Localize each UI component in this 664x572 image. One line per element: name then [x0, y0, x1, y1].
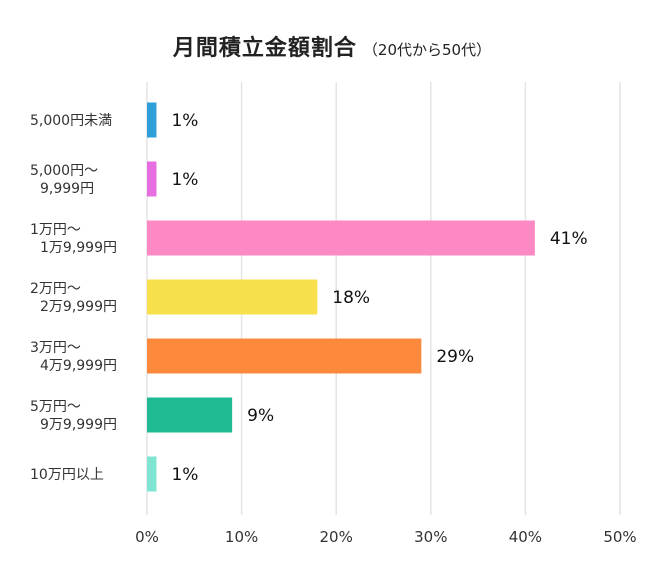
category-label-2-line-0: 1万円〜	[30, 222, 81, 238]
value-label-4: 29%	[436, 347, 474, 367]
bar-2	[147, 220, 535, 256]
x-tick-label-50: 50%	[603, 528, 636, 546]
x-tick-label-20: 20%	[320, 528, 353, 546]
chart-subtitle: （20代から50代）	[362, 41, 492, 59]
category-label-3-line-0: 2万円〜	[30, 281, 81, 297]
x-tick-label-0: 0%	[135, 528, 159, 546]
category-label-1-line-0: 5,000円〜	[30, 163, 98, 179]
category-label-1-line-1: 9,999円	[40, 181, 94, 197]
category-label-6-line-0: 10万円以上	[30, 467, 104, 483]
x-tick-label-10: 10%	[225, 528, 258, 546]
value-label-6: 1%	[171, 465, 198, 485]
bar-5	[147, 397, 233, 433]
value-label-0: 1%	[171, 111, 198, 131]
chart-title-main: 月間積立金額割合	[172, 36, 357, 61]
category-label-2: 1万円〜 1万9,999円	[30, 222, 117, 256]
value-label-3: 18%	[332, 288, 370, 308]
bar-0	[147, 102, 157, 138]
category-label-4: 3万円〜 4万9,999円	[30, 340, 117, 374]
value-label-2: 41%	[550, 229, 588, 249]
category-label-6: 10万円以上	[30, 467, 104, 483]
category-label-5-line-0: 5万円〜	[30, 399, 81, 415]
category-label-3: 2万円〜 2万9,999円	[30, 281, 117, 315]
category-label-4-line-1: 4万9,999円	[40, 358, 117, 374]
bar-6	[147, 456, 157, 492]
x-tick-label-30: 30%	[414, 528, 447, 546]
category-label-5: 5万円〜 9万9,999円	[30, 399, 117, 433]
bar-4	[147, 338, 422, 374]
category-label-2-line-1: 1万9,999円	[40, 240, 117, 256]
category-label-3-line-1: 2万9,999円	[40, 299, 117, 315]
value-label-1: 1%	[171, 170, 198, 190]
x-tick-label-40: 40%	[509, 528, 542, 546]
value-label-5: 9%	[247, 406, 274, 426]
category-label-4-line-0: 3万円〜	[30, 340, 81, 356]
category-label-5-line-1: 9万9,999円	[40, 417, 117, 433]
bar-1	[147, 161, 157, 197]
category-label-0-line-0: 5,000円未満	[30, 113, 112, 129]
bar-3	[147, 279, 318, 315]
category-label-1: 5,000円〜 9,999円	[30, 163, 98, 197]
chart-title: 月間積立金額割合 （20代から50代）	[0, 30, 664, 62]
category-label-0: 5,000円未満	[30, 113, 112, 129]
